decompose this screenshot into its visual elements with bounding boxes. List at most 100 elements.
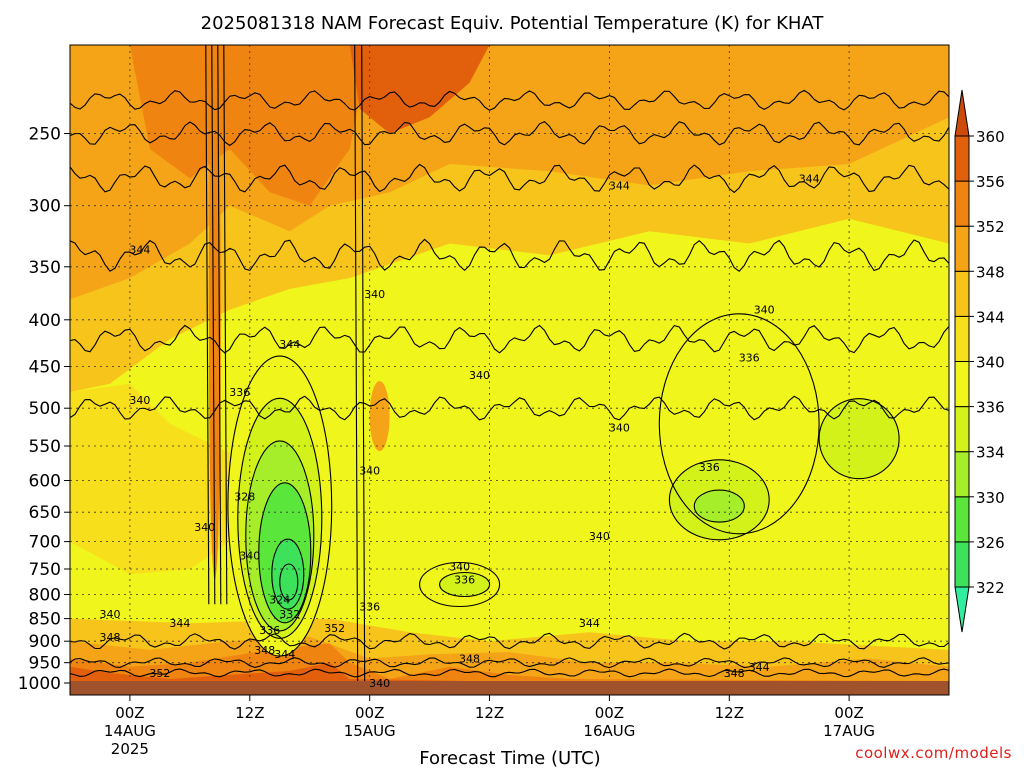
contour-label: 344	[579, 617, 600, 630]
y-tick-label: 500	[29, 399, 61, 419]
contour-label: 352	[149, 667, 170, 680]
contour-ring-2	[245, 440, 315, 632]
y-tick-label: 450	[29, 358, 61, 378]
y-tick-label: 700	[29, 533, 61, 553]
colorbar-label: 336	[976, 399, 1005, 417]
contour-ring-9	[818, 398, 900, 480]
colorbar-segment	[954, 451, 970, 498]
contour-label: 340	[364, 288, 385, 301]
x-tick-label: 00Z	[595, 704, 624, 722]
plume-322	[271, 539, 304, 610]
colorbar-segment	[954, 541, 970, 588]
terrain-bar	[70, 681, 949, 695]
colorbar-segment	[954, 225, 970, 272]
contour-348-upper	[70, 120, 949, 147]
colorbar: 322 326 330 334 336 340 344 348 352 356 360	[954, 89, 1005, 633]
contour-ring-6	[658, 313, 820, 535]
contour-ring-7	[668, 459, 770, 541]
contour-label: 348	[100, 631, 121, 644]
contour-ring-11	[439, 571, 491, 598]
y-tick-label: 900	[29, 632, 61, 652]
x-tick-label: 12Z	[235, 704, 264, 722]
contour-label: 328	[234, 491, 255, 504]
contour-340-mid	[70, 324, 949, 354]
contour-340-mid2	[70, 395, 949, 421]
contour-spike-5	[361, 45, 366, 684]
band-left-340	[70, 383, 230, 575]
x-tick-label: 00Z	[115, 704, 144, 722]
contour-label: 344	[609, 179, 630, 192]
contour-ring-1	[237, 397, 323, 639]
contour-340-upper	[70, 238, 949, 273]
credit-text: coolwx.com/models	[855, 744, 1012, 762]
y-tick-label: 250	[29, 125, 61, 145]
y-tick-label: 800	[29, 586, 61, 606]
y-tick-label: 400	[29, 311, 61, 331]
x-tick-label: 12Z	[715, 704, 744, 722]
field-features	[208, 59, 900, 657]
contour-label: 348	[254, 644, 275, 657]
y-tick-label: 350	[29, 258, 61, 278]
contour-label: 344	[274, 648, 295, 661]
colorbar-label: 348	[976, 263, 1005, 281]
contour-348-low	[70, 657, 949, 669]
contour-label: 340	[100, 608, 121, 621]
contour-label: 340	[359, 465, 380, 478]
mid-warm-blob	[369, 381, 390, 452]
contour-label: 336	[259, 624, 280, 637]
contour-352-low	[70, 668, 949, 678]
contour-ring-10	[419, 561, 501, 608]
contour-label: 340	[369, 677, 390, 690]
contour-label: 336	[739, 352, 760, 365]
contour-344-low	[70, 632, 949, 650]
contour-label: 340	[609, 422, 630, 435]
colorbar-segment	[954, 361, 970, 408]
contour-label: 340	[469, 369, 490, 382]
contour-label: 344	[129, 244, 150, 257]
colorbar-label: 322	[976, 579, 1005, 597]
x-tick-label: 00Z	[355, 704, 384, 722]
contour-label: 340	[194, 521, 215, 534]
y-tick-label: 600	[29, 472, 61, 492]
contour-label: 348	[459, 653, 480, 666]
contour-344-upper	[70, 163, 949, 194]
colorbar-upper-arrow	[954, 89, 970, 137]
colorbar-label: 352	[976, 218, 1005, 236]
y-tick-label: 1000	[18, 674, 61, 694]
contour-label: 344	[749, 661, 770, 674]
y-tick-label: 550	[29, 437, 61, 457]
contour-lines	[70, 45, 949, 684]
right-cell2-334	[819, 398, 900, 479]
x-tick-date: 14AUG	[104, 722, 156, 740]
y-tick-label: 750	[29, 560, 61, 580]
contour-label: 336	[454, 573, 475, 586]
colorbar-label: 340	[976, 354, 1005, 372]
contour-ring-4	[271, 538, 305, 610]
colorbar-segment	[954, 270, 970, 317]
x-tick-date: 15AUG	[344, 722, 396, 740]
contour-spike-2	[217, 45, 222, 605]
x-tick-year: 2025	[111, 740, 149, 758]
contour-ring-8	[693, 489, 745, 523]
contour-label: 336	[359, 601, 380, 614]
y-tick-label: 650	[29, 503, 61, 523]
contour-label: 340	[239, 550, 260, 563]
contour-label: 324	[269, 594, 290, 607]
contour-label: 340	[754, 304, 775, 317]
y-tick-label: 300	[29, 197, 61, 217]
colorbar-segment	[954, 406, 970, 453]
contour-label: 340	[589, 530, 610, 543]
contour-spike-4	[354, 45, 359, 684]
contour-ring-0	[227, 355, 333, 657]
contour-spike-1	[211, 45, 216, 605]
contour-ring-5	[279, 563, 299, 601]
contour-label: 332	[279, 608, 300, 621]
y-axis: 2503003504004505005506006507007508008509…	[18, 125, 70, 694]
contour-spike-3	[223, 45, 228, 605]
band-upper-356	[349, 45, 490, 134]
colorbar-label: 360	[976, 128, 1005, 146]
contour-label: 336	[699, 461, 720, 474]
